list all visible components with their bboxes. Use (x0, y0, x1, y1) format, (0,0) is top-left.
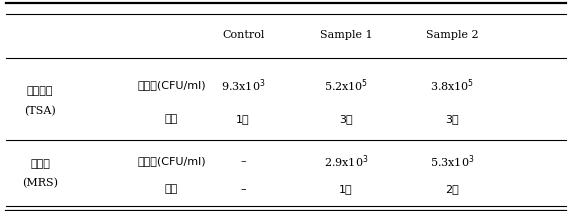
Text: (TSA): (TSA) (24, 106, 56, 116)
Text: 유산균: 유산균 (30, 158, 50, 169)
Text: 2종: 2종 (445, 184, 459, 194)
Text: (MRS): (MRS) (22, 179, 58, 189)
Text: 3종: 3종 (339, 114, 353, 124)
Text: 일반세균: 일반세균 (27, 86, 53, 96)
Text: 균종: 균종 (165, 184, 178, 194)
Text: Control: Control (222, 30, 264, 40)
Text: 생균수(CFU/ml): 생균수(CFU/ml) (137, 156, 206, 166)
Text: 생균수(CFU/ml): 생균수(CFU/ml) (137, 80, 206, 91)
Text: 9.3x10$^{3}$: 9.3x10$^{3}$ (221, 77, 265, 94)
Text: 5.3x10$^{3}$: 5.3x10$^{3}$ (430, 153, 474, 170)
Text: 1종: 1종 (236, 114, 250, 124)
Text: 1종: 1종 (339, 184, 353, 194)
Text: 5.2x10$^{5}$: 5.2x10$^{5}$ (324, 77, 368, 94)
Text: –: – (240, 156, 246, 166)
Text: Sample 1: Sample 1 (320, 30, 372, 40)
Text: Sample 2: Sample 2 (426, 30, 478, 40)
Text: 3종: 3종 (445, 114, 459, 124)
Text: 3.8x10$^{5}$: 3.8x10$^{5}$ (430, 77, 474, 94)
Text: 균종: 균종 (165, 114, 178, 124)
Text: 2.9x10$^{3}$: 2.9x10$^{3}$ (324, 153, 368, 170)
Text: –: – (240, 184, 246, 194)
